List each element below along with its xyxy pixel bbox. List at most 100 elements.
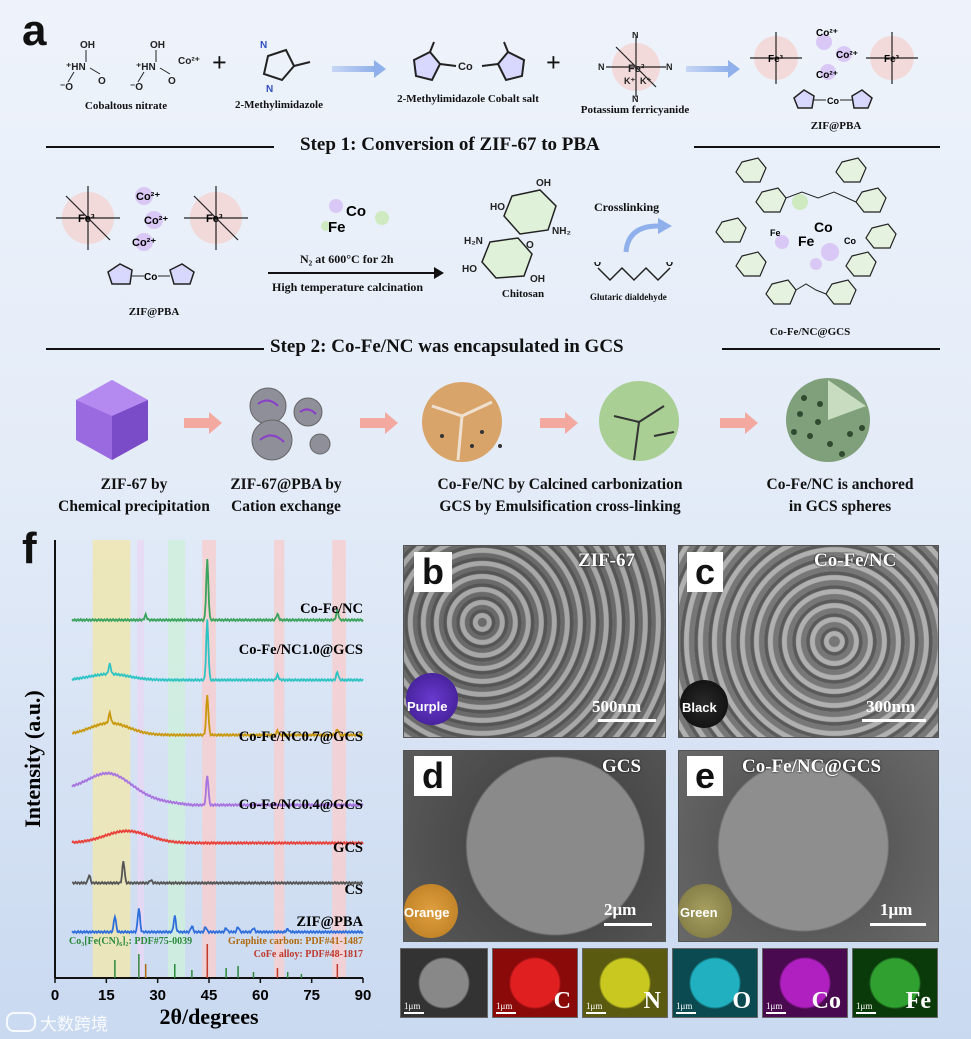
calcination-method: High temperature calcination [272,280,424,294]
panel-e-title: Co-Fe/NC@GCS [742,756,882,777]
gcs-sphere [599,381,679,461]
eds-map-element: C [553,988,571,1014]
svg-text:N: N [666,62,673,72]
xrd-series-label: CS [344,882,363,898]
svg-text:Co²⁺: Co²⁺ [178,56,200,67]
arrow-row1-a [332,60,386,78]
panel-c-scale-text: 300nm [866,697,916,716]
svg-text:H₂N: H₂N [464,236,483,247]
xrd-series-label: Co-Fe/NC0.7@GCS [239,729,363,745]
eds-map-scale: 1μm [856,1001,873,1011]
caption-line: ZIF-67@PBA by [230,476,342,493]
step2-title: Step 2: Co-Fe/NC was encapsulated in GCS [270,336,624,357]
svg-text:OH: OH [530,274,545,285]
svg-text:Fe: Fe [798,233,815,249]
x-tick-label: 30 [149,987,166,1004]
svg-text:Co²⁺: Co²⁺ [816,28,838,39]
step2-rule-left [46,348,264,350]
caption-line: Cation exchange [231,498,341,515]
x-tick-label: 90 [355,987,372,1004]
eds-map-scale-bar [496,1012,516,1014]
panel-d-letter: d [414,756,452,796]
calcination-arrow [268,272,436,274]
xrd-highlight-band [167,540,186,978]
cofe-nc-gcs-sphere [786,378,870,462]
chitosan-label: Chitosan [501,288,545,300]
svg-text:Co²⁺: Co²⁺ [836,50,858,61]
eds-map-scale-bar [676,1012,696,1014]
eds-map-scale: 1μm [766,1001,783,1011]
reference-label: Co₃[Fe(CN)₆]₂: PDF#75-0039 [69,936,192,947]
caption-line: Co-Fe/NC by Calcined carbonization [437,476,683,493]
xrd-series-line [72,861,364,886]
svg-text:NH₂: NH₂ [552,226,571,237]
crosslinking-label: Crosslinking [594,200,660,214]
svg-text:N: N [598,62,605,72]
eds-map-scale: 1μm [586,1001,603,1011]
xrd-series-label: Co-Fe/NC [300,601,363,617]
glutaric-structure: O O [594,262,673,282]
panel-f-letter: f [22,524,37,573]
calcination-arrow-head [434,267,444,279]
svg-text:Co²⁺: Co²⁺ [816,70,838,81]
row3-caption-2: ZIF-67@PBA by Cation exchange [206,474,366,518]
cobaltous-nitrate-label: Cobaltous nitrate [84,100,168,112]
panel-d-title: GCS [602,756,642,777]
eds-map-c: C 1μm [492,948,578,1018]
zif67-pba-particles [249,387,331,461]
svg-text:O: O [168,76,176,87]
y-axis-title: Intensity (a.u.) [20,690,45,828]
svg-text:Fe³: Fe³ [884,54,900,65]
xrd-highlight-band [92,540,131,978]
methylimidazole-label: 2-Methylimidazole [235,99,323,111]
svg-text:Fe: Fe [328,219,346,236]
eds-map-element: Co [811,988,841,1014]
cobaltous-nitrate-structure: OH ⁺HN O ⁻O OH ⁺HN O ⁻O Co²⁺ [60,40,200,93]
green-powder-swatch [678,884,732,938]
svg-text:HO: HO [462,264,477,275]
chitosan-structure: OH HO NH₂ H₂N HO OH O [462,178,571,285]
eds-map-element: N [643,988,661,1014]
svg-text:K⁺: K⁺ [640,76,651,86]
svg-text:Co: Co [458,61,473,73]
crosslinking-arrow [623,218,672,253]
svg-text:Co: Co [144,272,157,283]
svg-text:N: N [260,40,267,51]
svg-text:Fe³: Fe³ [628,63,645,75]
svg-text:OH: OH [536,178,551,189]
eds-map-co: Co 1μm [762,948,848,1018]
panel-c-scale-bar [862,719,926,722]
step1-title: Step 1: Conversion of ZIF-67 to PBA [300,134,600,155]
eds-map-element: Fe [905,988,931,1014]
svg-text:Co: Co [346,203,366,220]
row3-caption-3: Co-Fe/NC by Calcined carbonization GCS by… [400,474,720,518]
xrd-series-line [71,619,364,683]
panel-e-scale-bar [870,923,926,926]
svg-text:Fe³: Fe³ [768,54,784,65]
cobalt-salt-label: 2-Methylimidazole Cobalt salt [397,93,539,105]
black-powder-swatch [680,680,728,728]
x-tick-label: 60 [252,987,269,1004]
xrd-series-label: ZIF@PBA [296,914,363,930]
panel-b-title: ZIF-67 [578,550,635,571]
reference-label: Graphite carbon: PDF#41-1487 [228,936,363,947]
panel-c-title: Co-Fe/NC [814,550,897,571]
row3-caption-1: ZIF-67 by Chemical precipitation [44,474,224,518]
panel-b-scale-bar [598,719,656,722]
svg-text:O: O [98,76,106,87]
eds-map-scale: 1μm [404,1001,421,1011]
panel-e-letter: e [687,756,724,796]
svg-text:Fe³: Fe³ [206,213,223,225]
svg-text:O: O [594,262,601,268]
xrd-highlight-band [332,540,346,978]
panel-b-color-label: Purple [407,699,448,714]
svg-text:Fe³: Fe³ [78,213,95,225]
arrow-row3-3 [540,412,578,434]
svg-text:⁺HN: ⁺HN [136,62,156,73]
caption-line: Co-Fe/NC is anchored [766,476,914,493]
x-axis-title: 2θ/degrees [159,1004,258,1029]
xrd-series-line [71,828,364,846]
x-tick-label: 45 [201,987,218,1004]
panel-b-scale-text: 500nm [592,697,642,716]
zif-pba-structure-row2: Fe³ Fe³ Co²⁺ Co²⁺ Co²⁺ Co [56,186,248,285]
